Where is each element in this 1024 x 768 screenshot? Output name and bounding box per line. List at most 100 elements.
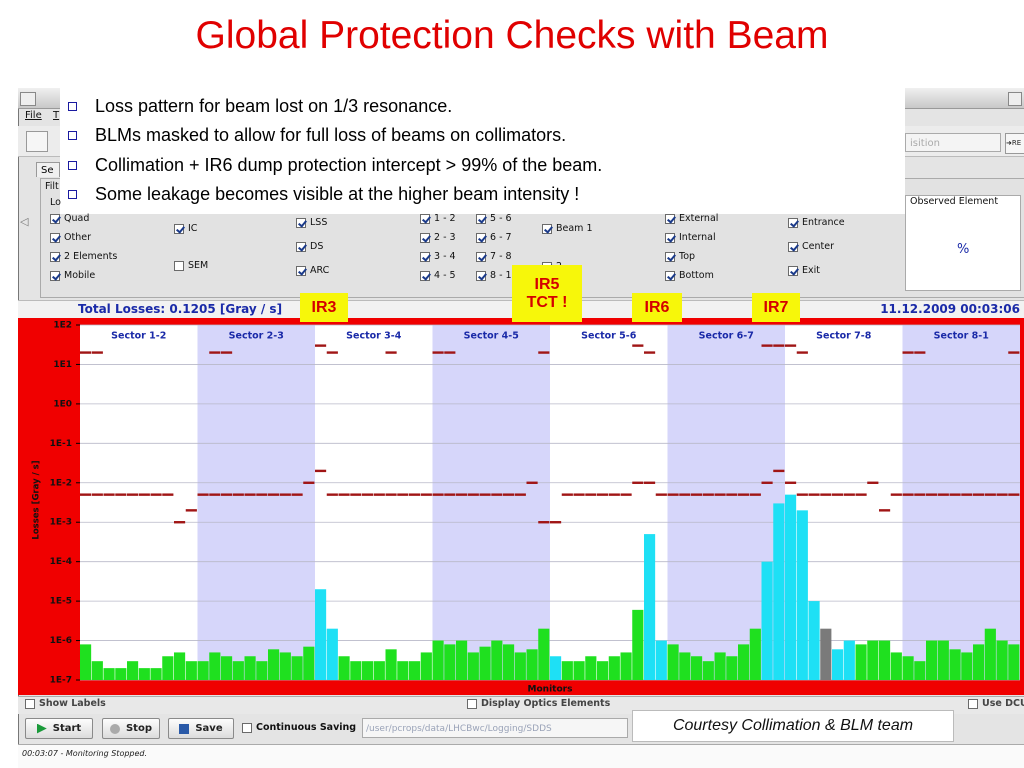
bullet-marker (68, 102, 77, 111)
checkbox[interactable]: 8 - 1 (476, 270, 512, 281)
checkbox[interactable]: Continuous Saving (242, 722, 356, 733)
annotation-line: IR5 (534, 275, 560, 293)
button-icon (36, 723, 47, 734)
checkbox[interactable]: 4 - 5 (420, 270, 456, 281)
threshold-mark (338, 493, 350, 496)
checkbox-label: Display Optics Elements (481, 698, 611, 709)
loss-bar (973, 644, 985, 680)
threshold-mark (808, 493, 820, 496)
threshold-mark (91, 493, 103, 496)
menu-item[interactable]: T (53, 110, 60, 121)
threshold-mark (291, 493, 303, 496)
timestamp: 11.12.2009 00:03:06 (880, 302, 1020, 316)
checkbox[interactable]: Other (50, 232, 91, 243)
loss-bar (420, 652, 432, 680)
menu-item[interactable]: File (25, 110, 42, 121)
checkbox[interactable]: Bottom (665, 270, 714, 281)
checkbox[interactable]: ARC (296, 265, 329, 276)
checkbox-box (968, 698, 978, 709)
button[interactable]: Save (168, 718, 234, 739)
threshold-mark (80, 493, 92, 496)
loss-bar (597, 661, 609, 680)
threshold-mark (373, 493, 385, 496)
refresh-button[interactable]: ➜RE (1005, 133, 1024, 154)
checkbox[interactable]: Top (665, 251, 695, 262)
threshold-mark (503, 493, 515, 496)
threshold-mark (80, 351, 92, 354)
threshold-mark (902, 351, 914, 354)
collapse-arrow[interactable]: ◁ (20, 215, 29, 228)
checkbox-label: 7 - 8 (490, 251, 512, 262)
loss-bar (503, 644, 515, 680)
observed-box (905, 195, 1021, 291)
loss-bar (726, 656, 738, 680)
checkbox-label: Mobile (64, 270, 96, 281)
path-field[interactable]: /user/pcrops/data/LHCBwc/Logging/SDDS (362, 718, 628, 738)
checkbox[interactable]: 1 - 2 (420, 213, 456, 224)
loss-bar (291, 656, 303, 680)
checkbox[interactable]: 6 - 7 (476, 232, 512, 243)
toolbar-icon[interactable] (26, 131, 48, 152)
checkbox[interactable]: Use DCU (968, 698, 1024, 709)
threshold-mark (914, 493, 926, 496)
threshold-mark (561, 493, 573, 496)
threshold-mark (138, 493, 150, 496)
loss-bar (526, 649, 538, 680)
threshold-mark (632, 344, 644, 347)
window-button[interactable] (1008, 92, 1022, 106)
threshold-mark (162, 493, 174, 496)
checkbox-box (476, 251, 486, 262)
checkbox[interactable]: Beam 1 (542, 223, 593, 234)
sector-band (432, 325, 550, 680)
checkbox[interactable]: Display Optics Elements (467, 698, 610, 709)
checkbox[interactable]: 2 Elements (50, 251, 117, 262)
checkbox[interactable]: Exit (788, 265, 820, 276)
sector-label: Sector 5-6 (581, 331, 637, 342)
checkbox[interactable]: 7 - 8 (476, 251, 512, 262)
button[interactable]: Start (25, 718, 93, 739)
threshold-mark (420, 493, 432, 496)
threshold-mark (127, 493, 139, 496)
loss-bar (303, 646, 315, 680)
checkbox[interactable]: 2 - 3 (420, 232, 456, 243)
checkbox[interactable]: 5 - 6 (476, 213, 512, 224)
annotation-line: IR7 (763, 298, 789, 316)
checkbox-box (420, 270, 430, 281)
threshold-mark (573, 493, 585, 496)
checkbox[interactable]: Show Labels (25, 698, 106, 709)
checkbox[interactable]: DS (296, 241, 323, 252)
checkbox-label: Continuous Saving (256, 722, 357, 733)
loss-bar (691, 656, 703, 680)
checkbox[interactable]: External (665, 213, 718, 224)
threshold-mark (432, 493, 444, 496)
threshold-mark (479, 493, 491, 496)
checkbox[interactable]: Center (788, 241, 834, 252)
loss-bar (655, 640, 667, 680)
checkbox-box (420, 232, 430, 243)
checkbox-label: 6 - 7 (490, 232, 512, 243)
checkbox-label: 1 - 2 (434, 213, 456, 224)
checkbox[interactable]: LSS (296, 217, 327, 228)
button[interactable]: Stop (102, 718, 160, 739)
checkbox[interactable]: Entrance (788, 217, 845, 228)
loss-bar (808, 601, 820, 680)
checkbox[interactable]: Quad (50, 213, 89, 224)
checkbox[interactable]: Internal (665, 232, 716, 243)
checkbox-label: Top (679, 251, 696, 262)
threshold-mark (667, 493, 679, 496)
checkbox[interactable]: IC (174, 223, 197, 234)
threshold-mark (209, 493, 221, 496)
checkbox[interactable]: 3 - 4 (420, 251, 456, 262)
checkbox[interactable]: SEM (174, 260, 208, 271)
threshold-mark (103, 493, 115, 496)
acquisition-combo[interactable]: isition (905, 133, 1001, 152)
y-tick-label: 1E-2 (50, 478, 72, 488)
threshold-mark (585, 493, 597, 496)
threshold-mark (926, 493, 938, 496)
window-menu-button[interactable] (20, 92, 36, 106)
checkbox[interactable]: Mobile (50, 270, 95, 281)
button-label: Start (52, 723, 82, 734)
loss-bar (926, 640, 938, 680)
tab[interactable]: Se (36, 162, 60, 177)
